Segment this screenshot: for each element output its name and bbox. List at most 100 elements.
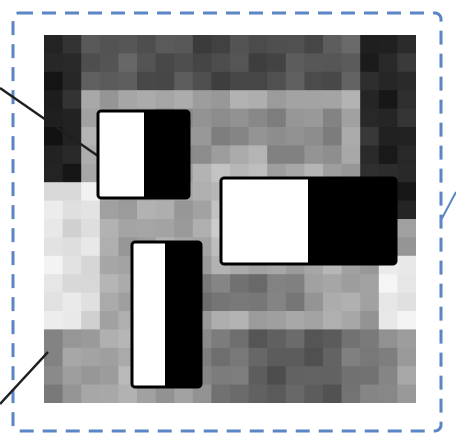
mosaic-pixel <box>323 127 343 146</box>
mosaic-pixel <box>397 366 417 386</box>
mosaic-pixel <box>285 90 305 110</box>
mosaic-pixel <box>323 366 343 386</box>
mosaic-pixel <box>192 163 212 183</box>
mosaic-pixel <box>267 384 287 404</box>
mosaic-pixel <box>304 347 324 367</box>
mosaic-pixel <box>323 35 343 54</box>
mosaic-pixel <box>304 329 324 349</box>
mosaic-pixel <box>81 274 101 294</box>
mosaic-pixel <box>230 329 250 349</box>
mosaic-pixel <box>397 200 417 220</box>
mosaic-pixel <box>285 384 305 404</box>
mosaic-pixel <box>62 329 82 349</box>
mosaic-pixel <box>192 53 212 73</box>
mosaic-pixel <box>44 329 64 349</box>
mosaic-pixel <box>341 108 361 128</box>
mosaic-pixel <box>99 274 119 294</box>
mosaic-pixel <box>397 35 417 54</box>
mosaic-pixel <box>341 311 361 330</box>
mosaic-pixel <box>230 145 250 165</box>
mosaic-pixel <box>62 71 82 91</box>
mosaic-pixel <box>397 90 417 110</box>
mosaic-pixel <box>137 53 157 73</box>
mosaic-pixel <box>44 163 64 183</box>
mosaic-pixel <box>211 90 231 110</box>
mosaic-pixel <box>304 311 324 330</box>
mosaic-pixel <box>174 35 194 54</box>
mosaic-pixel <box>323 274 343 294</box>
mosaic-pixel <box>397 182 417 202</box>
mosaic-pixel <box>360 311 380 330</box>
mosaic-pixel <box>341 90 361 110</box>
mosaic-pixel <box>62 108 82 128</box>
mosaic-pixel <box>341 292 361 312</box>
mosaic-pixel <box>99 219 119 238</box>
mosaic-pixel <box>174 384 194 404</box>
mosaic-pixel <box>267 347 287 367</box>
mosaic-pixel <box>323 108 343 128</box>
mosaic-pixel <box>230 366 250 386</box>
mosaic-pixel <box>62 237 82 257</box>
two-rectangle-line-feature <box>130 240 203 389</box>
two-rectangle-horizontal-edge-feature <box>219 176 398 266</box>
mosaic-pixel <box>267 35 287 54</box>
mosaic-pixel <box>81 237 101 257</box>
mosaic-pixel <box>323 53 343 73</box>
mosaic-pixel <box>99 71 119 91</box>
mosaic-pixel <box>267 108 287 128</box>
mosaic-pixel <box>44 200 64 220</box>
mosaic-pixel <box>397 347 417 367</box>
mosaic-pixel <box>397 384 417 404</box>
mosaic-pixel <box>62 219 82 238</box>
mosaic-pixel <box>304 90 324 110</box>
mosaic-pixel <box>360 145 380 165</box>
mosaic-pixel <box>155 53 175 73</box>
mosaic-pixel <box>360 347 380 367</box>
mosaic-pixel <box>360 274 380 294</box>
mosaic-pixel <box>248 53 268 73</box>
mosaic-pixel <box>44 366 64 386</box>
mosaic-pixel <box>267 329 287 349</box>
mosaic-pixel <box>248 292 268 312</box>
mosaic-pixel <box>304 127 324 146</box>
mosaic-pixel <box>267 366 287 386</box>
mosaic-pixel <box>304 145 324 165</box>
mosaic-pixel <box>341 274 361 294</box>
mosaic-pixel <box>267 311 287 330</box>
mosaic-pixel <box>285 71 305 91</box>
mosaic-pixel <box>230 311 250 330</box>
mosaic-pixel <box>155 384 175 404</box>
mosaic-pixel <box>323 145 343 165</box>
mosaic-pixel <box>248 347 268 367</box>
mosaic-pixel <box>323 311 343 330</box>
mosaic-pixel <box>99 292 119 312</box>
mosaic-pixel <box>304 71 324 91</box>
mosaic-pixel <box>62 311 82 330</box>
mosaic-pixel <box>174 53 194 73</box>
mosaic-pixel <box>211 53 231 73</box>
mosaic-pixel <box>230 384 250 404</box>
mosaic-pixel <box>192 127 212 146</box>
mosaic-pixel <box>211 384 231 404</box>
mosaic-pixel <box>155 35 175 54</box>
mosaic-pixel <box>211 347 231 367</box>
mosaic-pixel <box>230 274 250 294</box>
mosaic-pixel <box>230 108 250 128</box>
mosaic-pixel <box>211 292 231 312</box>
mosaic-pixel <box>81 145 101 165</box>
mosaic-pixel <box>44 384 64 404</box>
mosaic-pixel <box>248 127 268 146</box>
mosaic-pixel <box>248 329 268 349</box>
mosaic-pixel <box>248 90 268 110</box>
mosaic-pixel <box>323 71 343 91</box>
mosaic-pixel <box>62 53 82 73</box>
mosaic-pixel <box>211 71 231 91</box>
mosaic-pixel <box>62 145 82 165</box>
mosaic-pixel <box>118 35 138 54</box>
mosaic-pixel <box>397 237 417 257</box>
mosaic-pixel <box>397 127 417 146</box>
mosaic-pixel <box>378 311 398 330</box>
mosaic-pixel <box>81 292 101 312</box>
mosaic-pixel <box>44 90 64 110</box>
